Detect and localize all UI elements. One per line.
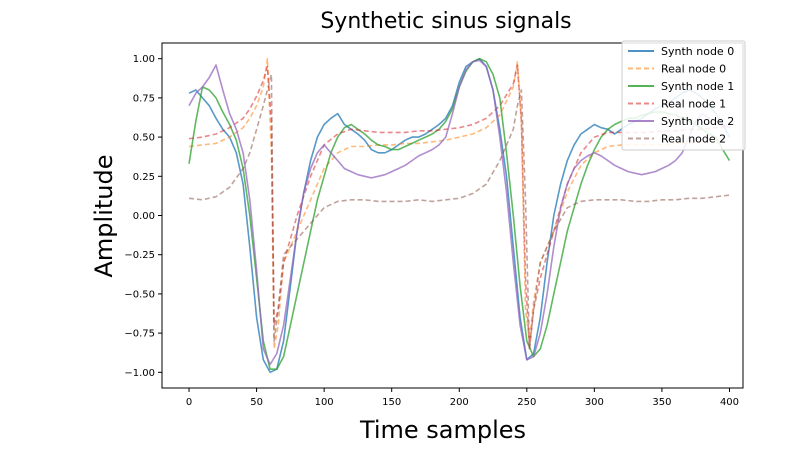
y-tick-label: 0.50	[133, 133, 155, 144]
x-axis-label: Time samples	[359, 416, 526, 444]
y-tick-label: −1.00	[124, 368, 155, 379]
x-tick-label: 100	[315, 397, 334, 408]
y-axis-label: Amplitude	[90, 155, 118, 278]
series-line-synth-node-2	[188, 59, 730, 366]
legend-label: Synth node 2	[661, 115, 734, 128]
y-axis: −1.00 −0.75 −0.50 −0.25 0.00 0.25 0.50 0.75 1.00	[124, 54, 162, 379]
legend-label: Real node 1	[661, 98, 726, 111]
series-line-real-node-1	[188, 64, 730, 350]
chart-title: Synthetic sinus signals	[320, 9, 571, 34]
legend-label: Synth node 1	[661, 80, 734, 93]
x-tick-label: 200	[450, 397, 469, 408]
y-tick-label: −0.25	[124, 250, 155, 261]
x-tick-label: 0	[186, 397, 192, 408]
legend-label: Real node 2	[661, 133, 726, 146]
y-tick-label: −0.50	[124, 289, 155, 300]
x-axis: 0 50 100 150 200 250 300 350 400	[186, 388, 739, 408]
y-tick-label: −0.75	[124, 329, 155, 340]
y-tick-label: 0.75	[133, 93, 155, 104]
legend: Synth node 0 Real node 0 Synth node 1 Real …	[621, 40, 746, 151]
y-tick-label: 0.25	[133, 172, 155, 183]
legend-label: Real node 0	[661, 63, 726, 76]
x-tick-label: 50	[250, 397, 263, 408]
x-tick-label: 400	[720, 397, 739, 408]
series-line-real-node-2	[188, 73, 730, 350]
x-tick-label: 350	[652, 397, 671, 408]
x-tick-label: 250	[517, 397, 536, 408]
legend-label: Synth node 0	[661, 45, 734, 58]
x-tick-label: 150	[382, 397, 401, 408]
y-tick-label: 1.00	[133, 54, 155, 65]
x-tick-label: 300	[585, 397, 604, 408]
y-tick-label: 0.00	[133, 211, 155, 222]
